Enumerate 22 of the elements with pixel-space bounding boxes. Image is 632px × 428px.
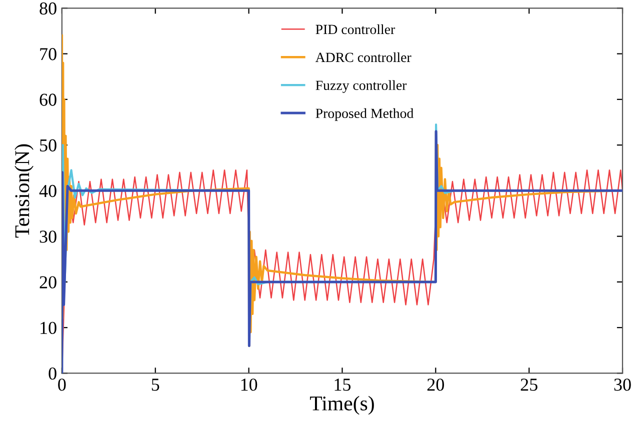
legend-label: Proposed Method (316, 108, 414, 121)
legend-label: Fuzzy controller (316, 80, 407, 93)
y-tick-label: 50 (40, 139, 56, 152)
legend-label: ADRC controller (315, 52, 412, 62)
y-tick-label: 80 (40, 2, 56, 15)
x-tick-label: 15 (334, 378, 351, 391)
x-tick-label: 25 (520, 378, 538, 391)
y-tick-label: 0 (48, 367, 56, 380)
x-tick-label: 30 (614, 378, 631, 391)
y-tick-label: 40 (39, 184, 56, 198)
x-tick-label: 20 (427, 378, 444, 391)
y-tick-label: 30 (40, 230, 56, 243)
y-tick-label: 20 (40, 276, 56, 288)
y-tick-label: 70 (40, 48, 56, 60)
legend-label: PID controller (316, 24, 396, 34)
x-tick-label: 5 (152, 378, 160, 391)
y-tick-label: 60 (40, 94, 56, 106)
y-tick-label: 10 (40, 322, 56, 334)
x-tick-label: 0 (58, 378, 66, 391)
x-axis-title: Time(s) (310, 396, 374, 415)
x-tick-label: 10 (241, 378, 258, 391)
y-axis-title: Tension(N) (14, 144, 34, 238)
